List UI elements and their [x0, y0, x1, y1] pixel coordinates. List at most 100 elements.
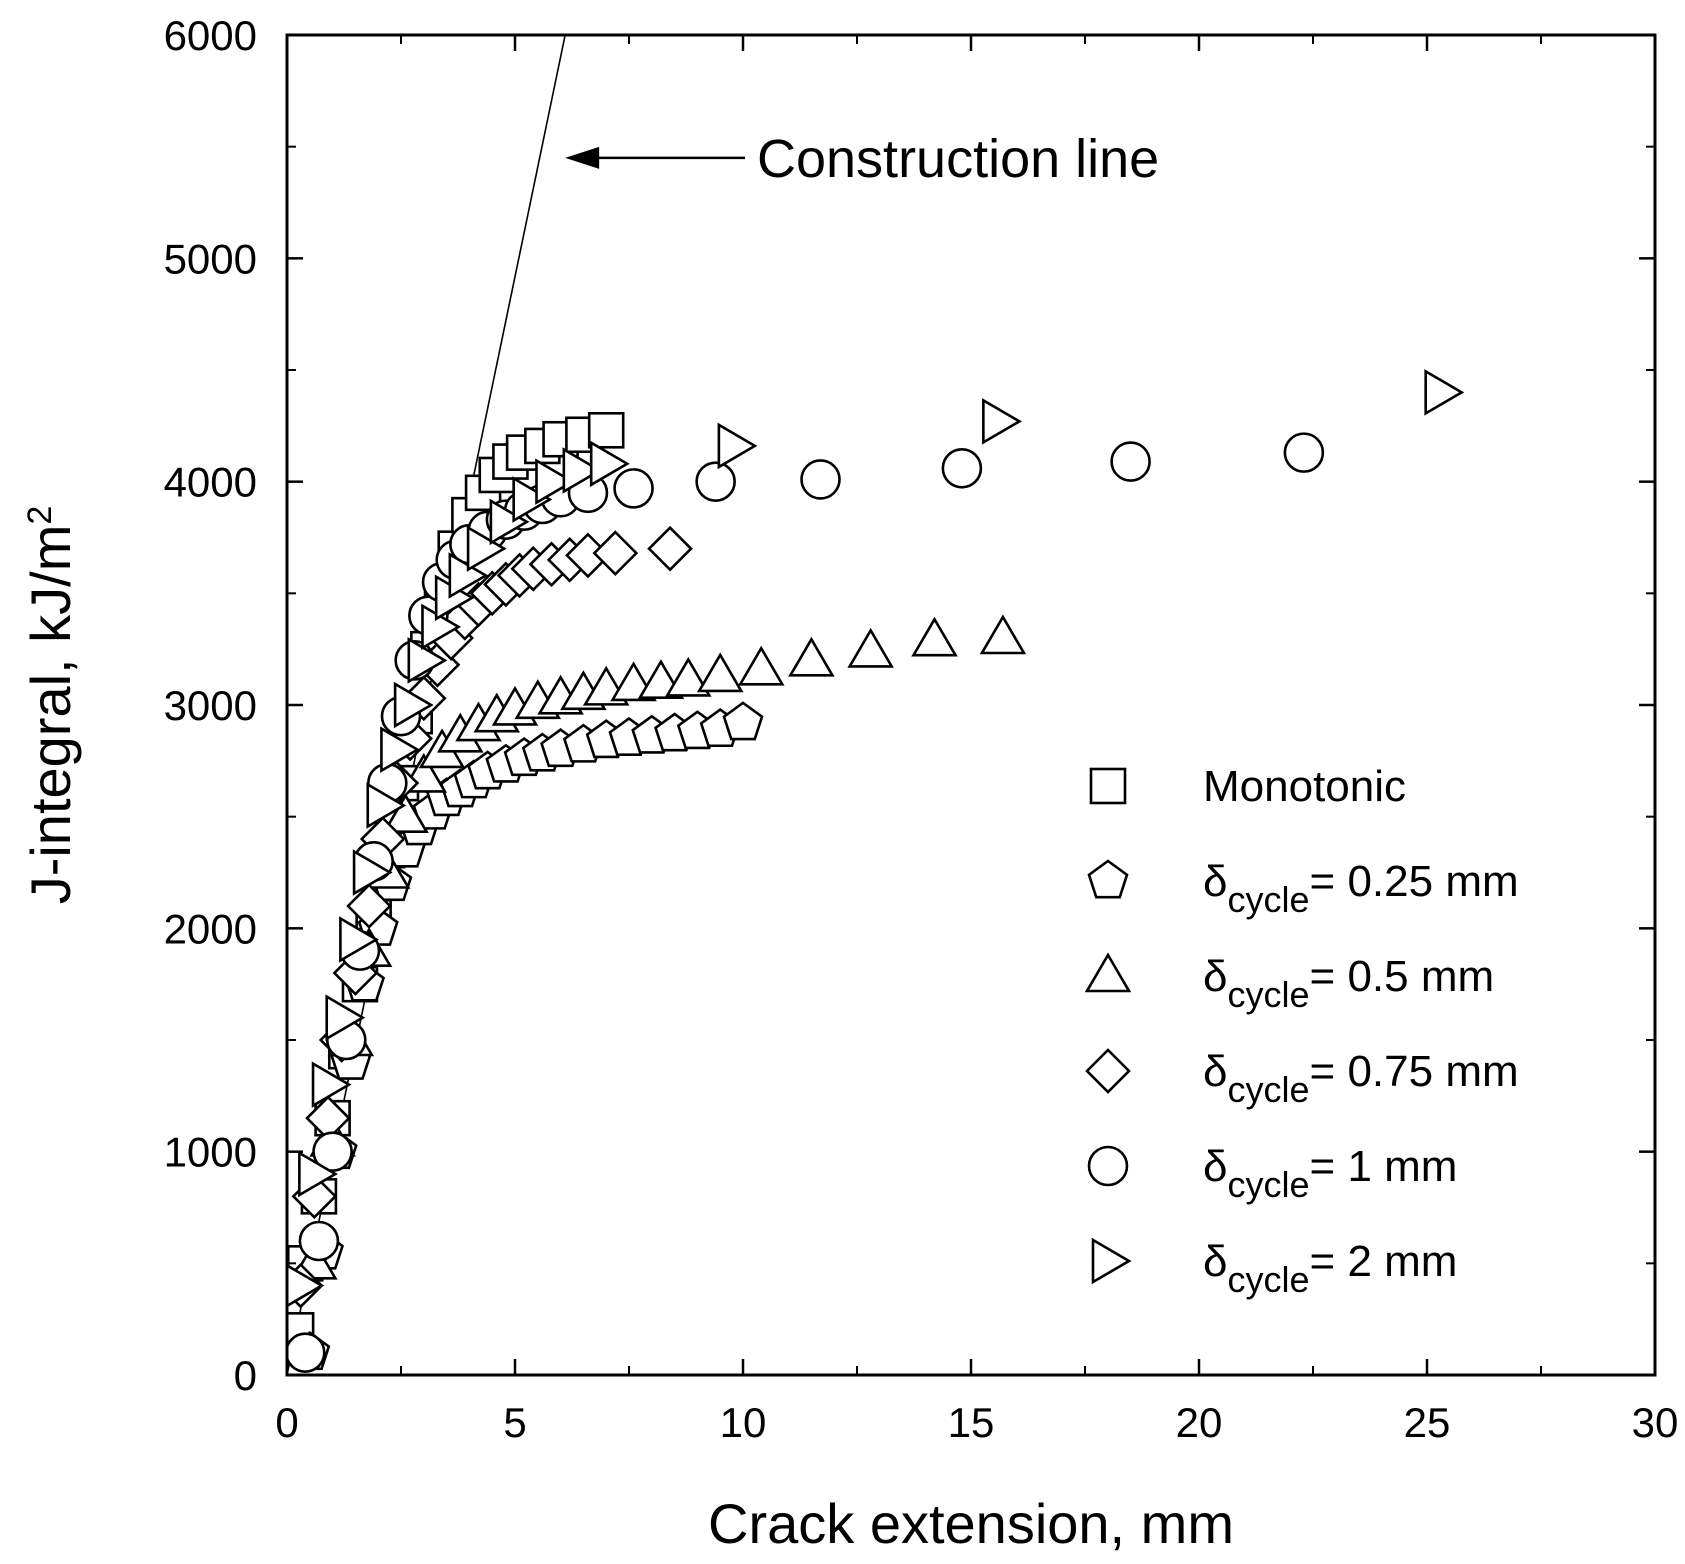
- y-tick-label: 5000: [164, 235, 257, 282]
- legend-marker-diamond: [1085, 1048, 1131, 1094]
- legend-marker-triangle-up: [1084, 952, 1132, 993]
- legend-item: δcycle= 0.75 mm: [1085, 1047, 1519, 1110]
- legend-label: δcycle= 0.25 mm: [1203, 857, 1519, 920]
- data-point-triangle-right: [717, 422, 758, 470]
- legend-marker-circle: [1087, 1145, 1129, 1187]
- legend-marker-square: [1089, 767, 1127, 805]
- data-point-triangle-right: [512, 476, 553, 523]
- data-point-triangle-right: [562, 447, 603, 494]
- legend-label-value: = 0.5 mm: [1310, 952, 1495, 1001]
- series-diamond: [287, 525, 693, 1309]
- legend-label-value: = 1 mm: [1310, 1142, 1458, 1191]
- x-tick-label: 25: [1404, 1399, 1451, 1446]
- legend-label-subscript: cycle: [1228, 1164, 1310, 1205]
- y-tick-label: 6000: [164, 12, 257, 59]
- annotation-arrow-head: [565, 146, 600, 169]
- legend-label-subscript: cycle: [1228, 1259, 1310, 1300]
- data-point-triangle-right: [393, 681, 434, 729]
- data-point-triangle-up: [847, 627, 894, 668]
- legend-marker-triangle-right: [1091, 1237, 1132, 1285]
- data-point-circle: [312, 1131, 353, 1172]
- y-axis-title-main: J-integral, kJ/m: [19, 525, 82, 905]
- data-point-triangle-right: [380, 726, 421, 773]
- data-point-triangle-right: [311, 1061, 352, 1108]
- series-triangle-right: [287, 369, 1465, 1308]
- legend-label: δcycle= 2 mm: [1203, 1237, 1457, 1300]
- legend-label-value: = 0.75 mm: [1310, 1047, 1519, 1096]
- legend-label: δcycle= 0.5 mm: [1203, 952, 1494, 1015]
- data-point-triangle-up: [788, 636, 835, 677]
- x-tick-label: 0: [275, 1399, 298, 1446]
- legend-item: δcycle= 2 mm: [1091, 1237, 1457, 1300]
- legend-item: δcycle= 1 mm: [1087, 1142, 1457, 1205]
- legend-label: Monotonic: [1203, 762, 1406, 811]
- x-tick-label: 20: [1176, 1399, 1223, 1446]
- x-axis-title: Crack extension, mm: [708, 1492, 1234, 1555]
- axes: [285, 33, 1657, 1377]
- data-point-triangle-right: [589, 440, 630, 488]
- y-tick-label: 4000: [164, 459, 257, 506]
- x-tick-label: 10: [720, 1399, 767, 1446]
- legend-item: δcycle= 0.25 mm: [1087, 857, 1519, 920]
- data-point-circle: [695, 461, 736, 502]
- data-point-triangle-right: [407, 637, 448, 684]
- data-point-circle: [287, 1332, 326, 1373]
- legend-label: δcycle= 1 mm: [1203, 1142, 1457, 1205]
- x-tick-label: 15: [948, 1399, 995, 1446]
- legend-label-value: = 0.25 mm: [1310, 857, 1519, 906]
- data-point-triangle-right: [489, 498, 530, 546]
- annotation-text: Construction line: [757, 129, 1159, 189]
- data-point-square: [587, 411, 625, 449]
- legend-item: Monotonic: [1089, 762, 1406, 811]
- data-point-diamond: [346, 883, 392, 929]
- x-tick-label: 5: [503, 1399, 526, 1446]
- data-point-circle: [1110, 441, 1151, 482]
- legend-label-value: = 2 mm: [1310, 1237, 1458, 1286]
- data-point-triangle-right: [466, 525, 507, 572]
- legend-label-main: Monotonic: [1203, 762, 1406, 811]
- legend-label-main: δ: [1203, 857, 1228, 906]
- data-point-circle: [800, 459, 841, 500]
- y-axis-title: J-integral, kJ/m2: [19, 506, 82, 905]
- data-point-diamond: [647, 525, 693, 572]
- legend-label-subscript: cycle: [1228, 1069, 1310, 1110]
- data-point-circle: [1283, 432, 1325, 473]
- data-point-triangle-up: [382, 793, 429, 833]
- data-point-triangle-right: [982, 398, 1022, 445]
- y-axis-title-superscript: 2: [21, 506, 59, 525]
- data-point-circle: [941, 447, 983, 489]
- data-point-triangle-right: [298, 1150, 338, 1198]
- construction-line-annotation: Construction line: [565, 129, 1159, 189]
- data-point-circle: [613, 468, 654, 509]
- y-tick-label: 2000: [164, 905, 257, 952]
- data-point-pentagon: [722, 701, 764, 741]
- series-layer: [287, 369, 1465, 1373]
- legend-label-main: δ: [1203, 1142, 1228, 1191]
- data-point-triangle-up: [737, 645, 785, 686]
- y-tick-label: 0: [234, 1352, 257, 1399]
- data-point-triangle-right: [352, 849, 393, 896]
- legend-label-main: δ: [1203, 1047, 1228, 1096]
- legend-item: δcycle= 0.5 mm: [1084, 952, 1494, 1015]
- legend-label: δcycle= 0.75 mm: [1203, 1047, 1519, 1110]
- data-point-triangle-right: [535, 458, 576, 505]
- data-point-triangle-right: [366, 782, 407, 829]
- data-point-triangle-right: [325, 994, 366, 1041]
- legend-label-main: δ: [1203, 952, 1228, 1001]
- data-point-triangle-up: [979, 614, 1027, 655]
- data-point-triangle-up: [665, 656, 712, 697]
- data-point-circle: [298, 1220, 340, 1262]
- data-point-triangle-up: [911, 616, 958, 657]
- y-tick-label: 3000: [164, 682, 257, 729]
- legend-label-subscript: cycle: [1228, 974, 1310, 1015]
- tick-labels: 0 5 10 15 20 25 30 0 1000 2000 3000 4000 5000 6000: [164, 12, 1679, 1446]
- data-point-triangle-right: [287, 1263, 325, 1308]
- data-point-triangle-right: [339, 916, 379, 963]
- legend-marker-pentagon: [1087, 859, 1129, 899]
- data-point-triangle-right: [1424, 369, 1465, 416]
- y-tick-label: 1000: [164, 1129, 257, 1176]
- legend-label-subscript: cycle: [1228, 879, 1310, 920]
- legend-label-main: δ: [1203, 1237, 1228, 1286]
